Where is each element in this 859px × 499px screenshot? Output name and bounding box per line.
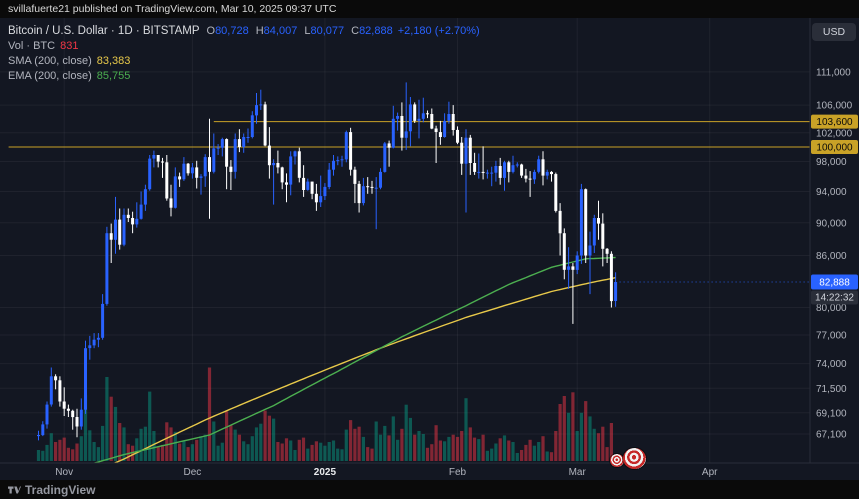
high-value: 84,007 (263, 25, 298, 37)
time-tick-label: Feb (449, 467, 467, 478)
tradingview-logo[interactable]: TradingView (7, 483, 95, 497)
sma-line[interactable] (39, 277, 616, 480)
price-tick-label: 98,000 (816, 157, 847, 168)
grid (0, 18, 810, 463)
low-label: L (304, 25, 311, 37)
sticker-disk-large (623, 448, 646, 469)
ema-value: 85,755 (96, 70, 131, 82)
tradingview-wordmark: TradingView (25, 482, 96, 497)
legend: Bitcoin / U.S. Dollar · 1D · BITSTAMP O80… (8, 24, 480, 84)
ema-label: EMA (200, close) (8, 70, 92, 82)
countdown-label (811, 290, 858, 305)
ema-legend-row[interactable]: EMA (200, close) 85,755 (8, 69, 480, 83)
tradingview-glyph (8, 486, 21, 493)
price-tick-label: 94,000 (816, 187, 847, 198)
price-tick-label: 74,000 (816, 359, 847, 370)
sma-label: SMA (200, close) (8, 55, 92, 67)
price-tick-label: 80,000 (816, 303, 847, 314)
svg-text:14:22:32: 14:22:32 (815, 293, 854, 304)
price-tick-label: 67,100 (816, 430, 847, 441)
price-line-axis-label (811, 114, 858, 129)
time-axis[interactable]: Nov Dec 2025 Feb Mar Apr (55, 467, 718, 478)
open-label: O (206, 25, 216, 37)
change-value: +2,180 (+2.70%) (397, 25, 480, 37)
chart-sticker (608, 446, 650, 472)
price-axis[interactable]: 111,000 106,000 102,000 98,000 94,000 90,000 8… (811, 67, 858, 441)
publication-text: svillafuerte21 published on TradingView.… (8, 3, 337, 15)
chart-area[interactable]: 111,000 106,000 102,000 98,000 94,000 90,000 8… (0, 18, 859, 480)
open-value: 80,728 (215, 25, 249, 37)
ema-line[interactable] (39, 256, 616, 480)
time-tick-label: 2025 (314, 467, 337, 478)
volume-label: Vol · BTC (8, 40, 56, 52)
price-tick-label: 106,000 (816, 101, 853, 112)
sma-value: 83,383 (96, 55, 131, 67)
sma-legend-row[interactable]: SMA (200, close) 83,383 (8, 54, 480, 68)
high-label: H (255, 25, 264, 37)
price-chart-canvas[interactable]: 111,000 106,000 102,000 98,000 94,000 90,000 8… (0, 18, 859, 480)
price-tick-label: 77,000 (816, 331, 847, 342)
price-tick-label: 111,000 (816, 67, 851, 78)
low-value: 80,077 (310, 25, 345, 37)
volume-legend-row[interactable]: Vol · BTC 831 (8, 39, 480, 53)
close-value: 82,888 (359, 25, 393, 37)
time-tick-label: Mar (569, 467, 587, 478)
current-price-label (811, 274, 858, 290)
volume-bars (36, 367, 618, 461)
sticker-disk-small (610, 454, 624, 467)
svg-text:100,000: 100,000 (816, 143, 853, 154)
candlesticks (37, 82, 618, 441)
symbol-legend-row[interactable]: Bitcoin / U.S. Dollar · 1D · BITSTAMP O80… (8, 24, 480, 38)
footer-bar: TradingView (0, 480, 859, 499)
price-tick-label: 71,500 (816, 384, 847, 395)
time-tick-label: Apr (702, 467, 718, 478)
price-line-axis-label (811, 140, 858, 154)
price-tick-label: 69,100 (816, 408, 847, 419)
symbol-title[interactable]: Bitcoin / U.S. Dollar · 1D · BITSTAMP (8, 25, 200, 37)
price-tick-label: 86,000 (816, 251, 847, 262)
svg-text:82,888: 82,888 (819, 278, 850, 289)
time-tick-label: Nov (55, 467, 73, 478)
volume-value: 831 (60, 40, 79, 52)
horizontal-price-lines[interactable] (8, 121, 810, 148)
price-tick-label: 102,000 (816, 128, 853, 139)
currency-toggle-button[interactable]: USD (812, 23, 856, 41)
price-tick-label: 90,000 (816, 218, 847, 229)
time-tick-label: Dec (184, 467, 202, 478)
close-label: C (351, 25, 360, 37)
svg-text:103,600: 103,600 (816, 117, 853, 128)
publication-bar: svillafuerte21 published on TradingView.… (0, 0, 859, 18)
